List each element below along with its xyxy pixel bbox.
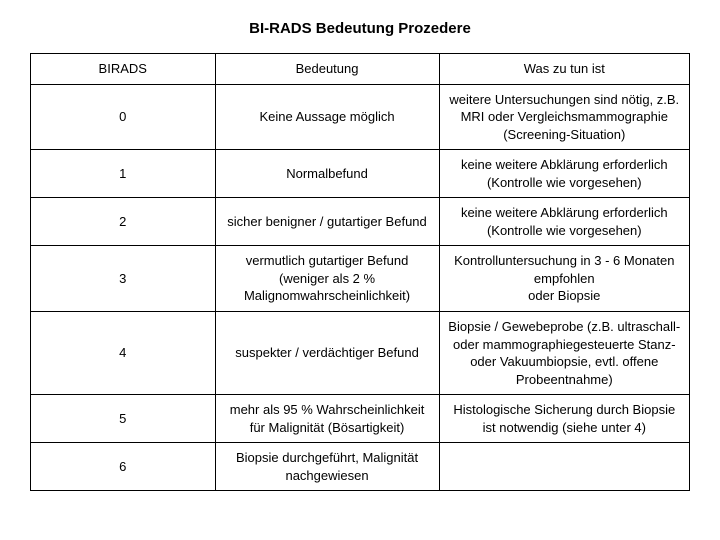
cell-birads-code: 6 — [31, 443, 216, 491]
table-row: 2sicher benigner / gutartiger Befundkein… — [31, 198, 690, 246]
table-row: 3vermutlich gutartiger Befund (weniger a… — [31, 246, 690, 312]
cell-birads-code: 4 — [31, 312, 216, 395]
cell-birads-code: 2 — [31, 198, 216, 246]
cell-meaning: Biopsie durchgeführt, Malignität nachgew… — [215, 443, 439, 491]
col-header-meaning: Bedeutung — [215, 54, 439, 85]
table-row: 5mehr als 95 % Wahrscheinlichkeit für Ma… — [31, 395, 690, 443]
cell-birads-code: 3 — [31, 246, 216, 312]
cell-birads-code: 1 — [31, 150, 216, 198]
table-row: 4suspekter / verdächtiger BefundBiopsie … — [31, 312, 690, 395]
page-title: BI-RADS Bedeutung Prozedere — [30, 20, 690, 37]
cell-meaning: Normalbefund — [215, 150, 439, 198]
cell-action: weitere Untersuchungen sind nötig, z.B. … — [439, 84, 689, 150]
cell-action: Kontrolluntersuchung in 3 - 6 Monaten em… — [439, 246, 689, 312]
cell-action: Histologische Sicherung durch Biopsie is… — [439, 395, 689, 443]
cell-meaning: Keine Aussage möglich — [215, 84, 439, 150]
col-header-action: Was zu tun ist — [439, 54, 689, 85]
table-header-row: BIRADS Bedeutung Was zu tun ist — [31, 54, 690, 85]
cell-action: Biopsie / Gewebeprobe (z.B. ultraschall-… — [439, 312, 689, 395]
cell-birads-code: 5 — [31, 395, 216, 443]
cell-action — [439, 443, 689, 491]
cell-meaning: mehr als 95 % Wahrscheinlichkeit für Mal… — [215, 395, 439, 443]
cell-action: keine weitere Abklärung erforderlich(Kon… — [439, 150, 689, 198]
cell-birads-code: 0 — [31, 84, 216, 150]
cell-action: keine weitere Abklärung erforderlich(Kon… — [439, 198, 689, 246]
table-row: 6Biopsie durchgeführt, Malignität nachge… — [31, 443, 690, 491]
cell-meaning: sicher benigner / gutartiger Befund — [215, 198, 439, 246]
col-header-birads: BIRADS — [31, 54, 216, 85]
cell-meaning: vermutlich gutartiger Befund (weniger al… — [215, 246, 439, 312]
table-row: 0Keine Aussage möglichweitere Untersuchu… — [31, 84, 690, 150]
table-row: 1Normalbefundkeine weitere Abklärung erf… — [31, 150, 690, 198]
cell-meaning: suspekter / verdächtiger Befund — [215, 312, 439, 395]
birads-table: BIRADS Bedeutung Was zu tun ist 0Keine A… — [30, 53, 690, 491]
